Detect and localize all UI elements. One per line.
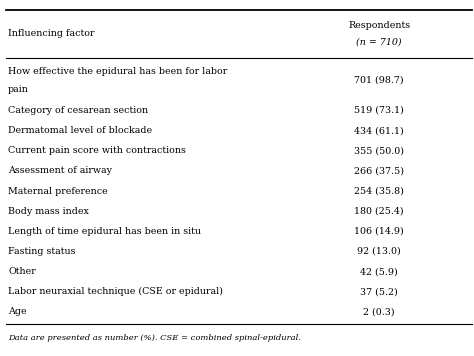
- Text: 355 (50.0): 355 (50.0): [354, 146, 404, 155]
- Text: Other: Other: [8, 267, 36, 276]
- Text: Fasting status: Fasting status: [8, 247, 75, 256]
- Text: Category of cesarean section: Category of cesarean section: [8, 106, 148, 115]
- Text: 2 (0.3): 2 (0.3): [364, 308, 395, 316]
- Text: Dermatomal level of blockade: Dermatomal level of blockade: [8, 126, 152, 135]
- Text: Data are presented as number (%). CSE = combined spinal-epidural.: Data are presented as number (%). CSE = …: [8, 334, 301, 342]
- Text: 254 (35.8): 254 (35.8): [354, 187, 404, 195]
- Text: 266 (37.5): 266 (37.5): [354, 166, 404, 176]
- Text: Body mass index: Body mass index: [8, 206, 89, 216]
- Text: Influencing factor: Influencing factor: [8, 28, 94, 37]
- Text: (n = 710): (n = 710): [356, 37, 402, 47]
- Text: pain: pain: [8, 84, 29, 94]
- Text: 519 (73.1): 519 (73.1): [354, 106, 404, 115]
- Text: Respondents: Respondents: [348, 21, 410, 31]
- Text: Labor neuraxial technique (CSE or epidural): Labor neuraxial technique (CSE or epidur…: [8, 287, 223, 296]
- Text: 42 (5.9): 42 (5.9): [360, 267, 398, 276]
- Text: Length of time epidural has been in situ: Length of time epidural has been in situ: [8, 227, 201, 236]
- Text: Age: Age: [8, 308, 27, 316]
- Text: 37 (5.2): 37 (5.2): [360, 287, 398, 296]
- Text: Assessment of airway: Assessment of airway: [8, 166, 112, 176]
- Text: 434 (61.1): 434 (61.1): [355, 126, 404, 135]
- Text: Current pain score with contractions: Current pain score with contractions: [8, 146, 186, 155]
- Text: How effective the epidural has been for labor: How effective the epidural has been for …: [8, 67, 228, 76]
- Text: 106 (14.9): 106 (14.9): [355, 227, 404, 236]
- Text: 701 (98.7): 701 (98.7): [355, 76, 404, 85]
- Text: 92 (13.0): 92 (13.0): [357, 247, 401, 256]
- Text: 180 (25.4): 180 (25.4): [355, 206, 404, 216]
- Text: Maternal preference: Maternal preference: [8, 187, 108, 195]
